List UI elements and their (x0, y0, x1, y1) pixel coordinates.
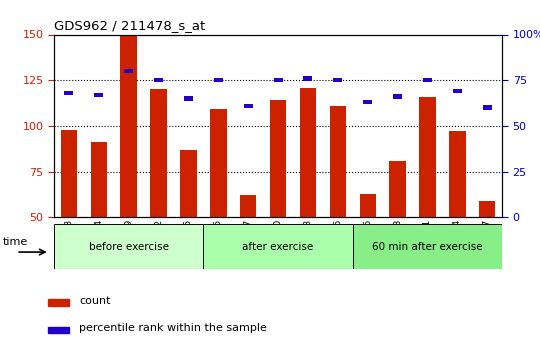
Bar (60, 130, 77, 217)
Bar (204, 224, 353, 269)
Text: before exercise: before exercise (89, 242, 168, 252)
Bar (393, 95, 402, 99)
Bar (210, 109, 227, 217)
Bar (120, 34, 137, 217)
Bar (54, 224, 204, 269)
Bar (479, 201, 496, 217)
Bar (244, 104, 253, 108)
Bar (124, 69, 133, 73)
Bar (48, 299, 69, 306)
Bar (274, 78, 282, 82)
Bar (453, 89, 462, 93)
Bar (423, 78, 432, 82)
Text: percentile rank within the sample: percentile rank within the sample (79, 324, 267, 333)
Text: count: count (79, 296, 111, 306)
Bar (449, 131, 465, 217)
Bar (154, 78, 163, 82)
Bar (94, 92, 103, 97)
Text: GDS962 / 211478_s_at: GDS962 / 211478_s_at (54, 19, 205, 32)
Text: after exercise: after exercise (242, 242, 314, 252)
Bar (360, 194, 376, 217)
Bar (214, 78, 223, 82)
Bar (389, 161, 406, 217)
Bar (329, 106, 346, 217)
Text: 60 min after exercise: 60 min after exercise (372, 242, 483, 252)
Bar (184, 96, 193, 101)
Bar (240, 195, 256, 217)
Bar (483, 105, 492, 110)
Bar (300, 88, 316, 217)
Bar (180, 150, 197, 217)
Bar (150, 89, 167, 217)
Bar (91, 142, 107, 217)
Bar (333, 78, 342, 82)
Bar (419, 97, 436, 217)
Bar (363, 100, 372, 105)
Bar (303, 76, 313, 81)
Bar (64, 91, 73, 95)
Bar (353, 224, 502, 269)
Bar (270, 100, 286, 217)
Bar (48, 327, 69, 333)
Text: time: time (3, 237, 28, 247)
